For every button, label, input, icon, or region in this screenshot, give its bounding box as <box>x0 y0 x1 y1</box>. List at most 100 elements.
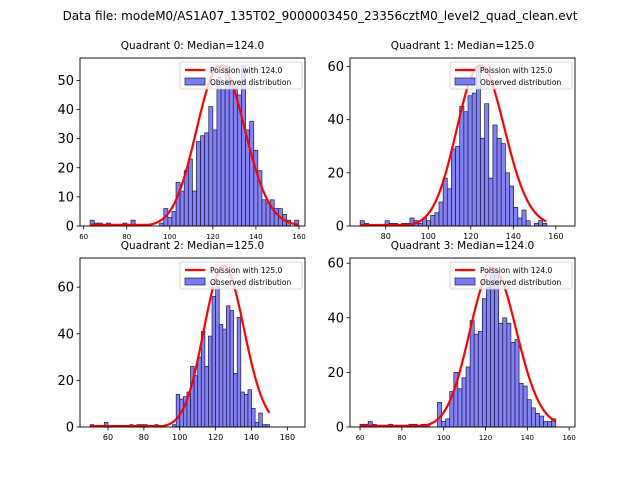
legend-box <box>449 61 573 90</box>
histogram-bar <box>517 217 523 227</box>
histogram-bar <box>240 391 245 428</box>
histogram-bar <box>518 382 524 428</box>
x-tick-label: 100 <box>163 233 176 241</box>
histogram-bar <box>505 172 510 227</box>
histogram-bar <box>473 333 479 428</box>
histogram-bar <box>488 177 494 227</box>
histogram-bar <box>530 407 536 428</box>
x-tick-label: 120 <box>479 434 492 442</box>
histogram-bar <box>258 412 263 428</box>
y-tick-label: 50 <box>57 74 74 89</box>
histogram-bar <box>442 177 448 227</box>
histogram-bar <box>426 220 432 227</box>
y-tick-label: 0 <box>336 421 344 436</box>
x-tick-label: 80 <box>397 434 406 442</box>
poisson-curve <box>360 63 547 227</box>
x-tick-label: 80 <box>381 232 391 241</box>
quadrant-title: Quadrant 2: Median=125.0 <box>121 240 264 252</box>
x-tick-label: 80 <box>139 433 149 442</box>
histogram-bar <box>490 273 495 428</box>
legend: Poission with 124.0 Observed distribution <box>179 61 303 90</box>
histogram-bar <box>502 317 508 428</box>
figure-suptitle: Data file: modeM0/AS1A07_135T02_90000034… <box>62 9 578 23</box>
histogram-bar <box>208 106 214 227</box>
histogram-bar <box>459 106 465 227</box>
histogram-bar <box>222 328 227 428</box>
x-tick-label: 140 <box>249 233 262 241</box>
histogram-bars <box>359 271 557 428</box>
histogram-bar <box>461 377 467 428</box>
x-tick-label: 60 <box>79 233 88 241</box>
y-tick-label: 40 <box>327 311 344 326</box>
y-tick-label: 60 <box>327 257 344 272</box>
quadrant-1-plot: Quadrant 1: Median=125.0 80 100 120 140 160 0 2… <box>327 40 576 241</box>
axes-frame <box>349 257 576 428</box>
x-tick-label: 140 <box>506 232 521 241</box>
histogram-bar <box>438 201 444 227</box>
y-tick-label: 0 <box>336 220 344 235</box>
histogram-bar <box>215 286 220 428</box>
quadrant-title: Quadrant 3: Median=124.0 <box>391 240 534 252</box>
histogram-bar <box>179 190 185 227</box>
histogram-bar <box>510 342 516 428</box>
histogram-bar <box>465 366 471 428</box>
histogram-bar <box>455 145 461 227</box>
histogram-bar <box>244 394 249 428</box>
histogram-bar <box>526 399 532 428</box>
histogram-bar <box>500 143 506 227</box>
histogram-bar <box>480 137 485 227</box>
y-tick-label: 0 <box>66 220 74 235</box>
histogram-bar <box>471 92 477 227</box>
histogram-bar <box>463 111 469 227</box>
legend-bar-swatch <box>184 77 206 86</box>
histogram-bar <box>204 132 210 227</box>
legend-label-poisson: Poission with 125.0 <box>480 66 553 75</box>
x-tick-label: 140 <box>521 434 534 442</box>
histogram-bar <box>247 389 252 428</box>
quadrant-title: Quadrant 1: Median=125.0 <box>391 40 534 52</box>
histogram-bar <box>187 158 193 227</box>
legend-label-poisson: Poission with 125.0 <box>210 266 283 275</box>
y-tick-label: 20 <box>57 374 74 389</box>
axes-frame <box>349 57 576 227</box>
histogram-bar <box>204 366 209 428</box>
histogram-bar <box>543 421 548 428</box>
histogram-bar <box>498 322 504 428</box>
histogram-bar <box>167 216 173 227</box>
quadrant-2-plot: Quadrant 2: Median=125.0 60 80 100 120 140 160… <box>57 240 306 442</box>
histogram-bar <box>254 421 260 428</box>
histogram-bar <box>538 220 544 227</box>
poisson-curve <box>360 267 557 428</box>
histogram-bar <box>486 287 491 428</box>
histogram-bar <box>494 271 500 428</box>
histogram-bar <box>446 188 452 227</box>
legend: Poission with 125.0 Observed distribution <box>179 261 303 290</box>
histogram-bar <box>211 296 216 428</box>
y-tick-label: 60 <box>327 60 344 75</box>
x-tick-label: 100 <box>172 433 187 442</box>
y-tick-label: 40 <box>57 103 74 118</box>
histogram-bar <box>525 220 531 227</box>
histogram-bar <box>535 412 540 428</box>
histogram-bar <box>441 421 447 428</box>
legend-label-observed: Observed distribution <box>480 278 561 287</box>
legend-label-observed: Observed distribution <box>210 78 291 87</box>
histogram-bar <box>457 388 463 428</box>
axes-frame <box>79 57 306 227</box>
quadrant-3-plot: Quadrant 3: Median=124.0 60 80 100 120 140 160… <box>327 240 575 442</box>
histogram-bar <box>236 317 242 428</box>
x-tick-label: 160 <box>562 434 575 442</box>
y-tick-label: 40 <box>327 113 344 128</box>
x-tick-label: 80 <box>122 233 131 241</box>
histogram-bar <box>469 320 475 428</box>
x-tick-label: 120 <box>463 232 478 241</box>
histogram-bar <box>175 394 181 428</box>
histogram-bar <box>171 211 177 227</box>
histogram-bar <box>233 373 238 428</box>
histogram-bar <box>196 141 201 227</box>
y-tick-label: 20 <box>57 161 74 176</box>
legend-label-observed: Observed distribution <box>210 278 291 287</box>
histogram-bar <box>200 135 206 227</box>
histogram-bar <box>249 120 255 227</box>
